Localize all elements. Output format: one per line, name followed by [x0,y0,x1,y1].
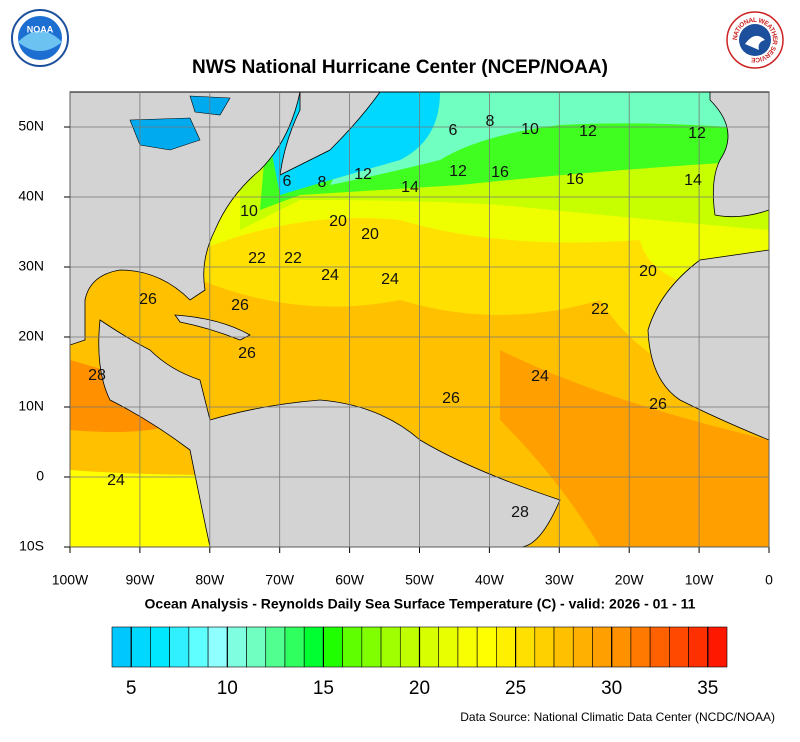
colorbar-tick-label: 30 [601,678,622,699]
contour-label: 10 [240,203,258,220]
colorbar-cell [361,626,382,668]
contour-label: 12 [354,166,372,183]
colorbar-cell [707,626,728,668]
colorbar-cell [303,626,324,668]
lat-tick-label: 40N [18,188,44,204]
contour-label: 28 [88,367,106,384]
colorbar-tick-label: 35 [697,678,718,699]
colorbar-cell [457,626,478,668]
colorbar-cell [553,626,574,668]
nws-logo: NATIONAL WEATHER SERVICE [726,11,784,69]
colorbar-cell [438,626,459,668]
colorbar-cell [246,626,267,668]
colorbar-cell [111,626,132,668]
contour-label: 8 [486,113,495,130]
colorbar-cell [399,626,420,668]
lon-tick-label: 70W [265,572,295,588]
colorbar-cell [592,626,612,668]
contour-label: 24 [531,368,549,385]
lat-tick-label: 10N [18,398,44,414]
lat-tick-label: 10S [19,538,44,554]
lat-tick-label: 30N [18,258,44,274]
lat-tick-label: 20N [18,328,44,344]
contour-label: 16 [491,164,509,181]
lon-tick-label: 20W [615,572,645,588]
colorbar-cell [323,626,343,668]
lon-tick-label: 90W [126,572,156,588]
colorbar-cell [207,626,228,668]
contour-label: 6 [449,122,458,139]
lon-tick-label: 0 [765,572,773,588]
contour-label: 8 [318,174,327,191]
lon-tick-label: 60W [335,572,365,588]
contour-label: 24 [321,267,339,284]
contour-label: 20 [361,226,379,243]
colorbar-cell [476,626,497,668]
land [70,92,769,547]
contour-label: 12 [688,125,706,142]
lon-tick-label: 50W [405,572,435,588]
lon-tick-label: 80W [195,572,225,588]
colorbar-tick-label: 5 [126,678,137,699]
contour-label: 12 [579,123,597,140]
colorbar-cell [534,626,555,668]
colorbar-cell [630,626,651,668]
contour-label: 26 [649,396,667,413]
colorbar-cell [688,626,709,668]
source: Data Source: National Climatic Data Cent… [460,710,775,724]
lon-tick-label: 40W [475,572,505,588]
lon-tick-label: 10W [685,572,715,588]
subtitle: Ocean Analysis - Reynolds Daily Sea Surf… [145,596,696,612]
colorbar-cell [572,626,593,668]
colorbar-cell [130,626,151,668]
colorbar-cell [150,626,170,668]
contour-label: 20 [639,263,657,280]
noaa-text: NOAA [27,24,54,34]
colorbar-tick-label: 20 [409,678,430,699]
colorbar-tick-label: 15 [313,678,334,699]
contour-label: 28 [511,504,529,521]
contour-label: 22 [591,301,609,318]
contour-label: 26 [238,345,256,362]
contour-label: 22 [248,250,266,267]
colorbar-cell [265,626,286,668]
colorbar-tick-label: 25 [505,678,526,699]
colorbar-cell [669,626,689,668]
colorbar-cell [188,626,209,668]
colorbar-cell [611,626,632,668]
colorbar-cell [649,626,670,668]
contour-label: 26 [442,390,460,407]
colorbar-cell [227,626,247,668]
colorbar-cell [419,626,440,668]
colorbar-cell [342,626,363,668]
contour-label: 12 [449,163,467,180]
colorbar-tick-label: 10 [217,678,238,699]
contour-label: 6 [283,173,292,190]
contour-label: 16 [566,171,584,188]
contour-label: 26 [231,297,249,314]
title: NWS National Hurricane Center (NCEP/NOAA… [192,57,608,78]
colorbar-cell [515,626,536,668]
contour-label: 24 [107,472,125,489]
colorbar-cell [496,626,516,668]
contour-label: 22 [284,250,302,267]
lat-tick-label: 0 [36,468,44,484]
contour-label: 14 [684,172,702,189]
lat-tick-label: 50N [18,118,44,134]
contour-label: 24 [381,271,399,288]
lon-tick-label: 100W [52,572,89,588]
contour-label: 14 [401,179,419,196]
noaa-logo: NOAA [11,9,69,67]
lon-tick-label: 30W [545,572,575,588]
contour-label: 20 [329,213,347,230]
colorbar-cell [380,626,401,668]
colorbar-cell [284,626,305,668]
contour-label: 10 [521,121,539,138]
contour-label: 26 [139,291,157,308]
colorbar-cell [169,626,190,668]
